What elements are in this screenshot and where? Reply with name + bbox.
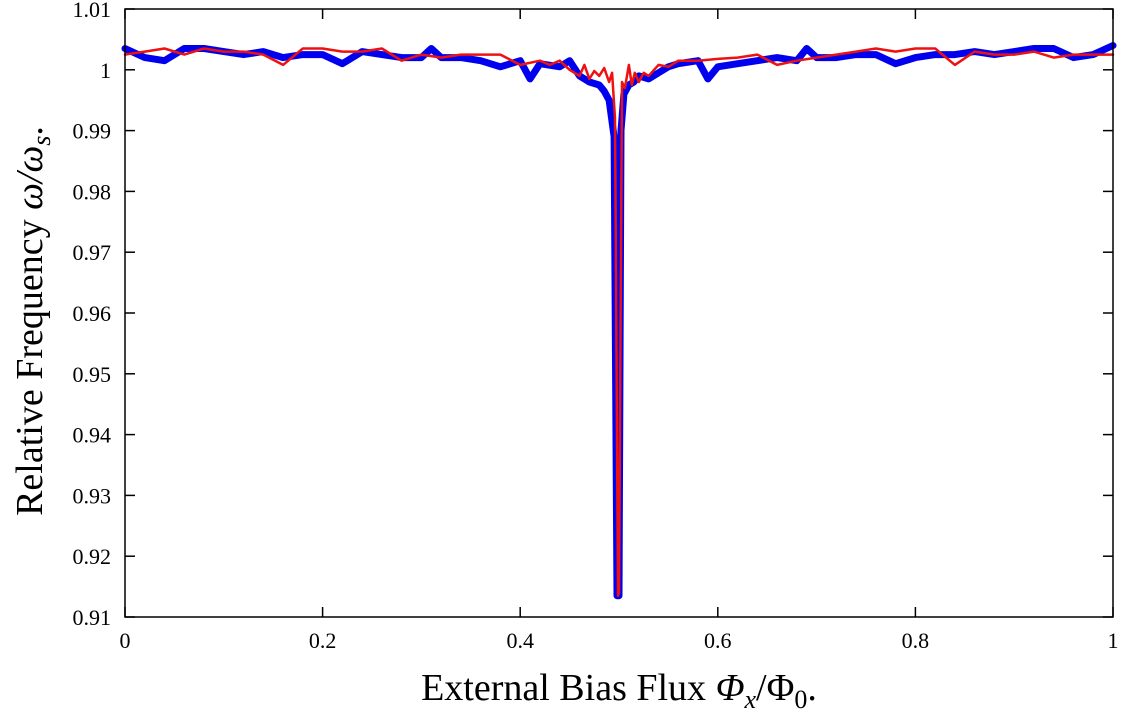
y-tick-label: 1.01 [73,0,112,22]
x-tick-label: 0 [120,628,131,653]
x-tick-label: 0.4 [506,628,534,653]
y-tick-label: 0.98 [73,179,112,204]
y-tick-label: 0.99 [73,119,112,144]
y-tick-label: 0.97 [73,240,112,265]
y-tick-label: 0.93 [73,483,112,508]
y-tick-label: 0.92 [73,544,112,569]
series-layer [121,42,1117,600]
y-tick-label: 0.96 [73,301,112,326]
y-tick-label: 0.95 [73,362,112,387]
y-axis-title: Relative Frequency ω/ωs. [9,126,56,516]
ticks-layer: 0 0.2 0.4 0.6 0.8 1 0.91 0.92 0.93 0.94 0.95 0.96 0.… [73,0,1119,653]
x-tick-label: 1 [1108,628,1119,653]
x-tick-label: 0.2 [309,628,337,653]
series-line-2 [123,47,1115,597]
y-tick-label: 1 [100,58,111,83]
x-axis-title: External Bias Flux Φx/Φ0. [421,667,817,714]
x-tick-label: 0.6 [704,628,732,653]
y-tick-label: 0.91 [73,605,112,630]
y-tick-label: 0.94 [73,423,112,448]
x-tick-label: 0.8 [902,628,930,653]
